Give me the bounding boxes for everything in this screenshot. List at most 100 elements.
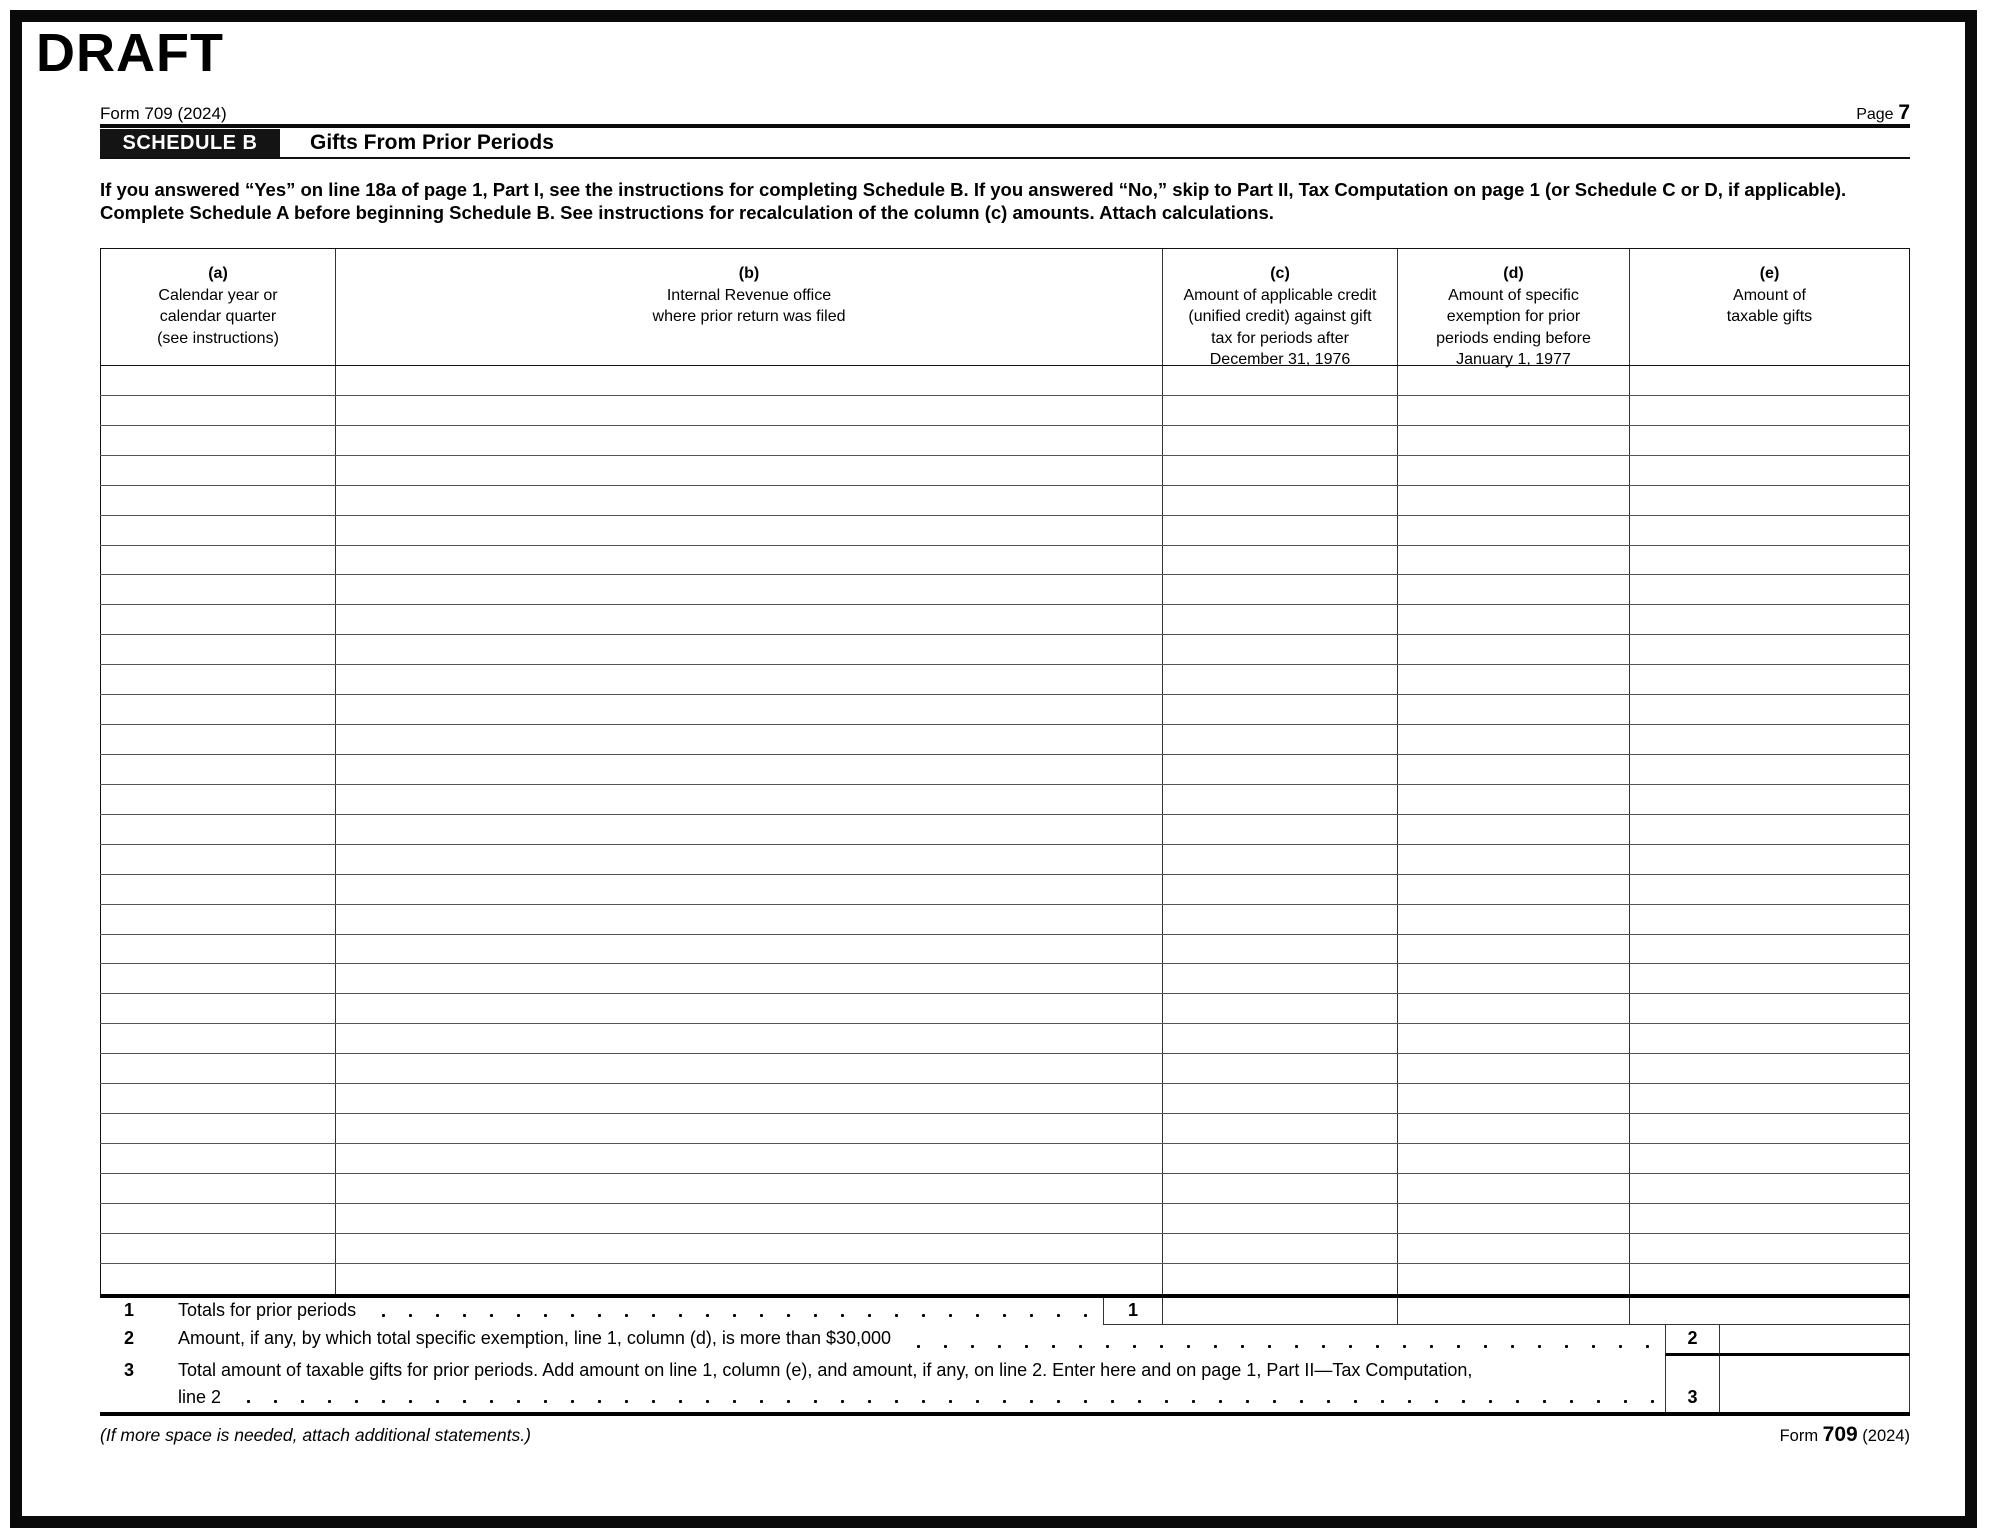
cell-b[interactable] xyxy=(335,1084,1162,1114)
cell-a[interactable] xyxy=(100,695,335,725)
cell-c[interactable] xyxy=(1162,1084,1397,1114)
cell-d[interactable] xyxy=(1397,1114,1629,1143)
cell-c[interactable] xyxy=(1162,754,1397,784)
cell-a[interactable] xyxy=(100,725,335,754)
cell-e[interactable] xyxy=(1629,874,1910,904)
cell-d[interactable] xyxy=(1397,665,1629,695)
cell-d[interactable] xyxy=(1397,784,1629,814)
cell-b[interactable] xyxy=(335,934,1162,964)
cell-c[interactable] xyxy=(1162,575,1397,605)
cell-b[interactable] xyxy=(335,635,1162,665)
cell-c[interactable] xyxy=(1162,515,1397,545)
cell-c[interactable] xyxy=(1162,874,1397,904)
cell-c[interactable] xyxy=(1162,844,1397,874)
cell-b[interactable] xyxy=(335,904,1162,934)
cell-c[interactable] xyxy=(1162,1173,1397,1203)
cell-d[interactable] xyxy=(1397,874,1629,904)
cell-b[interactable] xyxy=(335,874,1162,904)
cell-e[interactable] xyxy=(1629,1084,1910,1114)
cell-b[interactable] xyxy=(335,605,1162,635)
cell-e[interactable] xyxy=(1629,754,1910,784)
cell-e[interactable] xyxy=(1629,425,1910,455)
cell-b[interactable] xyxy=(335,395,1162,425)
cell-b[interactable] xyxy=(335,994,1162,1024)
cell-a[interactable] xyxy=(100,1263,335,1294)
cell-b[interactable] xyxy=(335,515,1162,545)
cell-a[interactable] xyxy=(100,754,335,784)
cell-b[interactable] xyxy=(335,545,1162,575)
cell-a[interactable] xyxy=(100,635,335,665)
cell-e[interactable] xyxy=(1629,964,1910,994)
cell-c[interactable] xyxy=(1162,964,1397,994)
cell-c[interactable] xyxy=(1162,605,1397,635)
cell-c[interactable] xyxy=(1162,934,1397,964)
cell-b[interactable] xyxy=(335,754,1162,784)
cell-e[interactable] xyxy=(1629,844,1910,874)
cell-d[interactable] xyxy=(1397,635,1629,665)
cell-e[interactable] xyxy=(1629,485,1910,515)
cell-b[interactable] xyxy=(335,844,1162,874)
cell-e[interactable] xyxy=(1629,455,1910,485)
cell-c[interactable] xyxy=(1162,1114,1397,1143)
cell-a[interactable] xyxy=(100,665,335,695)
cell-c[interactable] xyxy=(1162,1143,1397,1173)
cell-a[interactable] xyxy=(100,545,335,575)
cell-a[interactable] xyxy=(100,934,335,964)
cell-b[interactable] xyxy=(335,814,1162,844)
cell-d[interactable] xyxy=(1397,844,1629,874)
cell-c[interactable] xyxy=(1162,455,1397,485)
cell-d[interactable] xyxy=(1397,994,1629,1024)
cell-e[interactable] xyxy=(1629,934,1910,964)
cell-b[interactable] xyxy=(335,964,1162,994)
cell-c[interactable] xyxy=(1162,1263,1397,1294)
cell-d[interactable] xyxy=(1397,425,1629,455)
cell-d[interactable] xyxy=(1397,455,1629,485)
cell-e[interactable] xyxy=(1629,515,1910,545)
cell-e[interactable] xyxy=(1629,1143,1910,1173)
cell-b[interactable] xyxy=(335,1054,1162,1084)
cell-d[interactable] xyxy=(1397,485,1629,515)
cell-e[interactable] xyxy=(1629,695,1910,725)
cell-a[interactable] xyxy=(100,1114,335,1143)
cell-c[interactable] xyxy=(1162,1233,1397,1263)
cell-b[interactable] xyxy=(335,575,1162,605)
cell-e[interactable] xyxy=(1629,665,1910,695)
cell-a[interactable] xyxy=(100,485,335,515)
cell-a[interactable] xyxy=(100,1203,335,1233)
cell-e[interactable] xyxy=(1629,1203,1910,1233)
cell-a[interactable] xyxy=(100,455,335,485)
cell-b[interactable] xyxy=(335,1263,1162,1294)
line-1-amount-e[interactable] xyxy=(1629,1297,1910,1325)
cell-d[interactable] xyxy=(1397,695,1629,725)
cell-c[interactable] xyxy=(1162,994,1397,1024)
cell-a[interactable] xyxy=(100,575,335,605)
cell-e[interactable] xyxy=(1629,1233,1910,1263)
cell-b[interactable] xyxy=(335,485,1162,515)
cell-e[interactable] xyxy=(1629,635,1910,665)
cell-d[interactable] xyxy=(1397,814,1629,844)
cell-b[interactable] xyxy=(335,425,1162,455)
cell-a[interactable] xyxy=(100,844,335,874)
cell-d[interactable] xyxy=(1397,1024,1629,1054)
cell-b[interactable] xyxy=(335,1203,1162,1233)
cell-c[interactable] xyxy=(1162,545,1397,575)
cell-c[interactable] xyxy=(1162,395,1397,425)
cell-e[interactable] xyxy=(1629,725,1910,754)
cell-d[interactable] xyxy=(1397,395,1629,425)
cell-d[interactable] xyxy=(1397,1143,1629,1173)
cell-c[interactable] xyxy=(1162,1203,1397,1233)
cell-a[interactable] xyxy=(100,366,335,395)
cell-e[interactable] xyxy=(1629,904,1910,934)
cell-d[interactable] xyxy=(1397,725,1629,754)
cell-b[interactable] xyxy=(335,1173,1162,1203)
cell-a[interactable] xyxy=(100,1233,335,1263)
cell-d[interactable] xyxy=(1397,964,1629,994)
cell-e[interactable] xyxy=(1629,1024,1910,1054)
cell-d[interactable] xyxy=(1397,904,1629,934)
cell-a[interactable] xyxy=(100,964,335,994)
cell-a[interactable] xyxy=(100,425,335,455)
cell-d[interactable] xyxy=(1397,1263,1629,1294)
cell-c[interactable] xyxy=(1162,1024,1397,1054)
cell-b[interactable] xyxy=(335,695,1162,725)
cell-a[interactable] xyxy=(100,1143,335,1173)
